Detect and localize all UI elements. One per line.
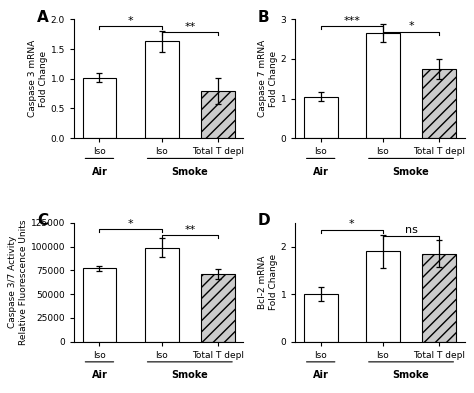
Bar: [366, 33, 400, 138]
Text: Air: Air: [313, 370, 328, 380]
Y-axis label: Caspase 7 mRNA
Fold Change: Caspase 7 mRNA Fold Change: [258, 40, 278, 118]
Text: C: C: [37, 213, 48, 228]
Text: A: A: [37, 10, 48, 25]
Bar: [145, 41, 179, 138]
Bar: [366, 251, 400, 342]
Text: Air: Air: [91, 167, 108, 177]
Bar: [422, 69, 456, 138]
Text: Air: Air: [91, 370, 108, 380]
Bar: [82, 77, 117, 138]
Text: B: B: [258, 10, 270, 25]
Bar: [422, 254, 456, 342]
Bar: [201, 274, 235, 342]
Text: Smoke: Smoke: [172, 370, 208, 380]
Text: *: *: [128, 219, 133, 229]
Bar: [304, 294, 337, 342]
Bar: [145, 248, 179, 342]
Y-axis label: Bcl-2 mRNA
Fold Change: Bcl-2 mRNA Fold Change: [258, 254, 278, 310]
Text: *: *: [128, 16, 133, 26]
Text: ***: ***: [343, 16, 360, 26]
Bar: [82, 268, 117, 342]
Y-axis label: Caspase 3 mRNA
Fold Change: Caspase 3 mRNA Fold Change: [28, 40, 48, 118]
Text: Air: Air: [313, 167, 328, 177]
Text: ns: ns: [405, 225, 418, 235]
Text: *: *: [408, 22, 414, 31]
Y-axis label: Caspase 3/7 Activity
Relative Fluorescence Units: Caspase 3/7 Activity Relative Fluorescen…: [9, 219, 28, 345]
Text: Smoke: Smoke: [392, 370, 429, 380]
Text: Smoke: Smoke: [392, 167, 429, 177]
Text: D: D: [258, 213, 271, 228]
Text: **: **: [184, 22, 195, 32]
Text: **: **: [184, 224, 195, 235]
Bar: [304, 97, 337, 138]
Text: Smoke: Smoke: [172, 167, 208, 177]
Text: *: *: [349, 219, 355, 230]
Bar: [201, 91, 235, 138]
